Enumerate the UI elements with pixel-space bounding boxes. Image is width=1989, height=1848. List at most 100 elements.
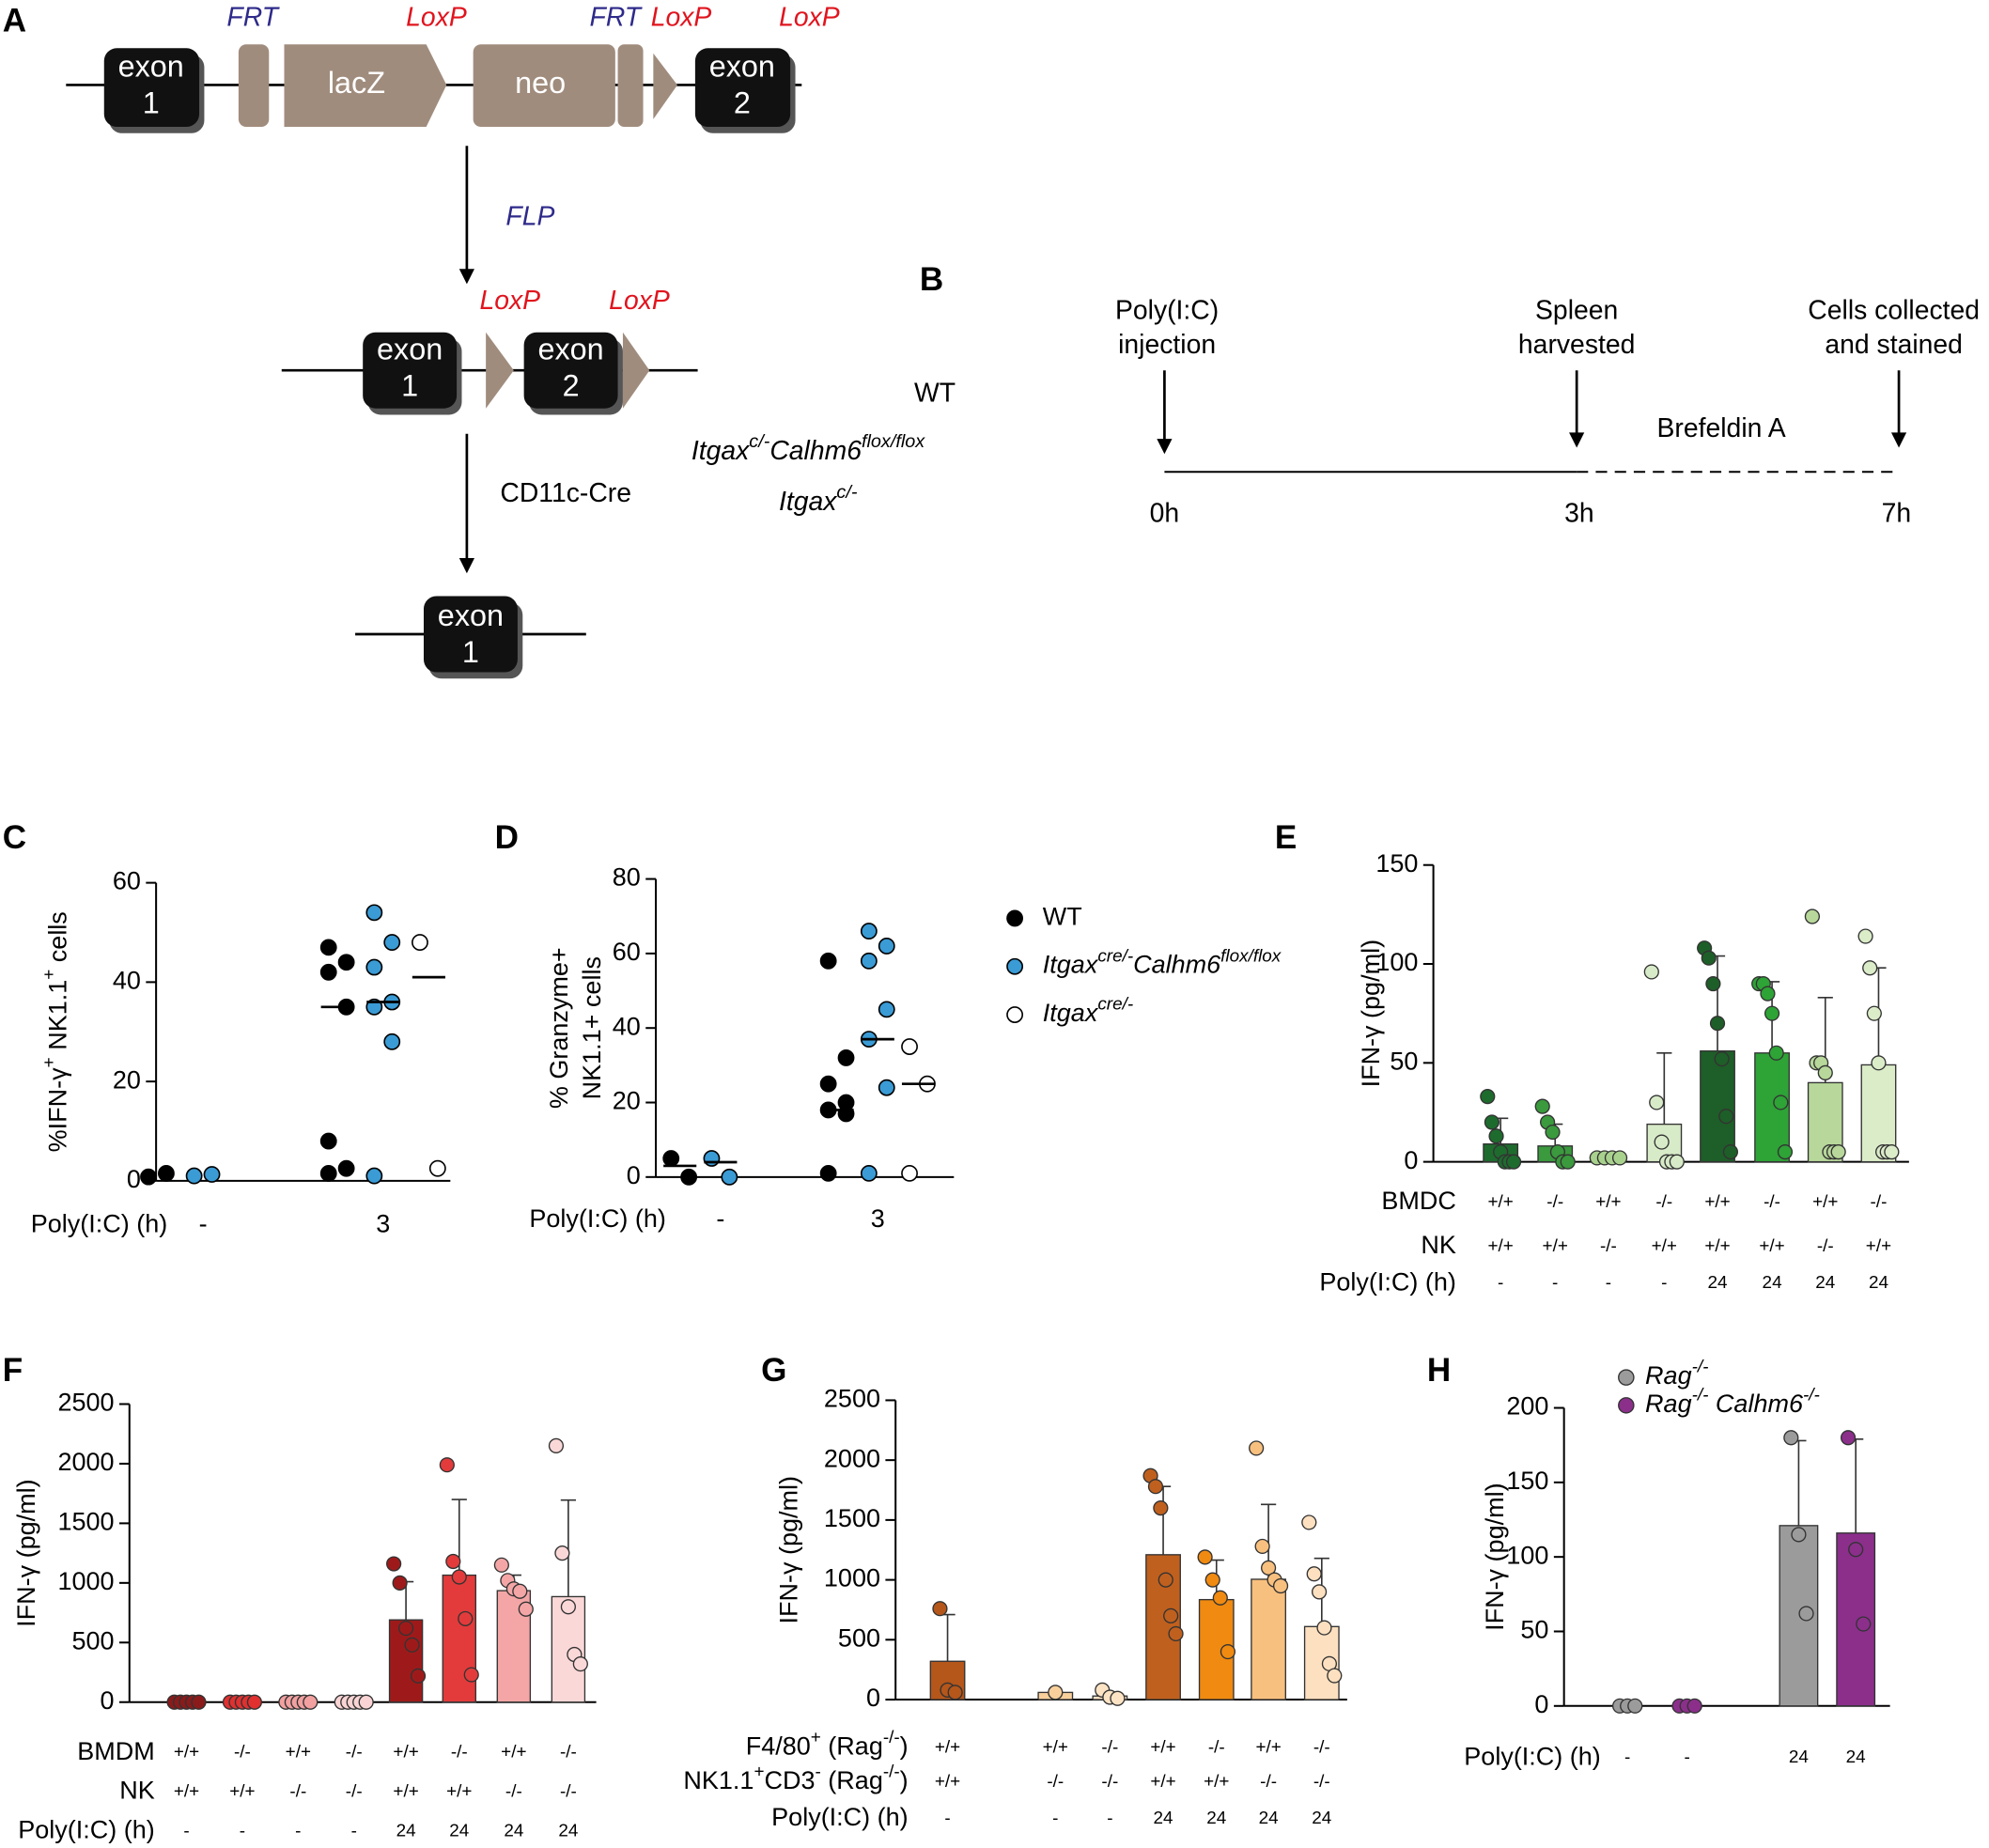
- error-bar: [1709, 955, 1726, 1051]
- row-value: -/-: [1655, 1192, 1672, 1212]
- row-value: -/-: [1600, 1236, 1617, 1256]
- data-point: [1817, 1064, 1833, 1080]
- data-point: [1480, 1089, 1496, 1105]
- chart-panel: H 0 50 100 150 200 IFN-γ (pg/ml) Poly(I:C) (h) -…: [1427, 1352, 1890, 1770]
- superscript: -/-: [1803, 1385, 1820, 1405]
- y-axis-label: %IFN-γ+ NK1.1+ cells: [39, 911, 72, 1152]
- data-point: [1884, 1144, 1900, 1160]
- data-point: [703, 1150, 721, 1167]
- row-value: 24: [1708, 1273, 1728, 1293]
- panel-letter: D: [495, 819, 519, 856]
- data-point: [837, 1105, 855, 1123]
- data-point: [337, 954, 355, 971]
- data-point: [246, 1694, 262, 1710]
- superscript: cre/-: [1097, 995, 1133, 1015]
- text-part: Calhm6: [1133, 951, 1221, 979]
- data-point: [1220, 1643, 1236, 1660]
- data-point: [1488, 1128, 1504, 1144]
- row-value: -: [1661, 1273, 1667, 1293]
- arrow-head: [1890, 432, 1907, 448]
- data-point: [548, 1437, 565, 1454]
- exon-label: exon: [438, 598, 504, 632]
- data-point: [1777, 1144, 1794, 1160]
- group-label: 3: [871, 1204, 885, 1233]
- data-point: [203, 1166, 221, 1183]
- data-point: [560, 1599, 576, 1615]
- data-point: [319, 1165, 337, 1182]
- panel-letter: H: [1427, 1352, 1451, 1389]
- data-point: [512, 1583, 528, 1599]
- text-part: Itgax: [779, 487, 837, 517]
- data-point: [1306, 1566, 1322, 1582]
- data-point: [1830, 1144, 1846, 1160]
- row-value: -: [1498, 1273, 1503, 1293]
- data-point: [439, 1457, 455, 1473]
- text-part: Rag: [1645, 1361, 1692, 1390]
- superscript: -/-: [883, 1728, 900, 1747]
- data-point: [819, 1164, 837, 1182]
- legend-label: Itgaxcre/-: [1043, 995, 1133, 1028]
- data-point: [1768, 1045, 1784, 1061]
- arrow-head: [458, 269, 474, 285]
- row-value: 24: [1312, 1809, 1331, 1828]
- row-value: -/-: [1871, 1192, 1888, 1212]
- row-value: -/-: [1313, 1737, 1330, 1757]
- row-value: +/+: [1488, 1192, 1514, 1212]
- row-label: Poly(I:C) (h): [31, 1209, 168, 1237]
- y-tick-label: 0: [1404, 1146, 1418, 1174]
- y-tick-label: 20: [613, 1087, 641, 1115]
- text-part: %IFN-γ: [44, 1067, 72, 1152]
- y-tick-label: 100: [1506, 1541, 1548, 1569]
- row-value: +/+: [1759, 1236, 1784, 1256]
- y-tick-label: 500: [72, 1626, 115, 1654]
- panel-letter: C: [3, 819, 26, 856]
- data-point: [1301, 1514, 1317, 1530]
- row-value: 24: [1154, 1809, 1173, 1828]
- data-point: [1686, 1698, 1702, 1714]
- exon-label: exon: [709, 49, 775, 83]
- row-value: 24: [1763, 1273, 1782, 1293]
- data-point: [1627, 1698, 1643, 1714]
- data-point: [1783, 1430, 1799, 1446]
- data-point: [185, 1167, 203, 1185]
- row-value: -/-: [1546, 1192, 1563, 1212]
- panel-letter: F: [3, 1352, 23, 1389]
- data-point: [1153, 1500, 1169, 1516]
- legend-marker: [1006, 1006, 1024, 1023]
- data-point: [901, 1164, 918, 1182]
- data-point: [1857, 928, 1873, 944]
- exon-box: [694, 48, 791, 128]
- row-label: Poly(I:C) (h): [1464, 1742, 1601, 1770]
- data-point: [1560, 1154, 1576, 1170]
- data-point: [428, 1159, 446, 1177]
- data-point: [518, 1601, 534, 1617]
- row-value: +/+: [1704, 1236, 1730, 1256]
- superscript: +: [39, 1057, 59, 1067]
- row-value: -/-: [1047, 1772, 1064, 1792]
- y-axis-label: IFN-γ (pg/ml): [774, 1476, 802, 1623]
- data-point: [1110, 1690, 1126, 1706]
- row-value: 24: [1815, 1273, 1835, 1293]
- exon-label: exon: [377, 333, 443, 366]
- exon-box: [103, 48, 200, 128]
- data-point: [1649, 1095, 1665, 1110]
- data-point: [819, 1075, 837, 1093]
- y-tick-label: 1500: [824, 1504, 880, 1532]
- row-value: +/+: [286, 1743, 311, 1763]
- error-bar: [1848, 1438, 1864, 1533]
- data-point: [860, 923, 878, 940]
- row-value: +/+: [935, 1772, 960, 1792]
- row-value: -: [351, 1821, 357, 1840]
- data-point: [837, 1049, 855, 1066]
- legend-marker: [1618, 1397, 1635, 1414]
- data-point: [1669, 1154, 1685, 1170]
- exon-label: 1: [143, 86, 160, 120]
- data-point: [451, 1569, 467, 1585]
- row-value: +/+: [446, 1782, 472, 1802]
- legend-marker: [1006, 909, 1024, 927]
- chart-panel: D 0 20 40 60 80 % Granzyme+ NK1.1+ cells Poly(I:…: [495, 819, 1282, 1233]
- row-value: -: [1606, 1273, 1611, 1293]
